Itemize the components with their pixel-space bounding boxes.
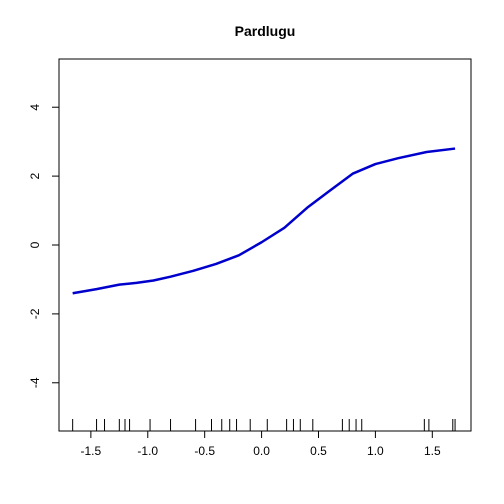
series-line [72,147,456,295]
x-tick-label: -1.5 [81,444,102,458]
y-tick-label: 2 [28,172,42,179]
y-tick-label: -2 [28,308,42,319]
chart-title: Pardlugu [235,23,296,39]
x-tick-label: 0.5 [310,444,327,458]
y-axis: -4 -2 0 2 4 [28,104,60,388]
x-tick-label: 0.0 [253,444,270,458]
x-tick-label: 1.0 [367,444,384,458]
y-tick-label: -4 [28,377,42,388]
x-axis: -1.5 -1.0 -0.5 0.0 0.5 1.0 1.5 [81,430,441,458]
x-tick-label: 1.5 [424,444,441,458]
data-series [72,147,456,295]
plot-frame [58,58,472,432]
x-tick-label: -1.0 [137,444,158,458]
rug-marks [72,419,456,431]
y-tick-label: 4 [28,104,42,111]
x-tick-label: -0.5 [194,444,215,458]
y-tick-label: 0 [28,241,42,248]
